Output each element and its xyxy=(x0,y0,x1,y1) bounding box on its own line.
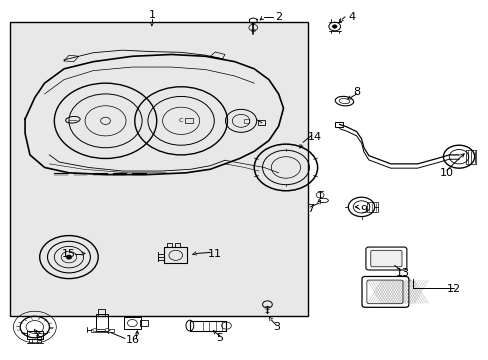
Bar xyxy=(366,202,377,212)
Bar xyxy=(163,247,187,263)
Bar xyxy=(257,120,265,125)
Circle shape xyxy=(93,328,97,331)
Circle shape xyxy=(105,328,109,331)
Text: 11: 11 xyxy=(208,248,222,258)
Text: 12: 12 xyxy=(446,284,460,294)
Bar xyxy=(124,318,141,329)
Bar xyxy=(10,22,307,316)
FancyBboxPatch shape xyxy=(365,247,406,270)
Text: 10: 10 xyxy=(439,168,453,178)
Circle shape xyxy=(331,25,336,28)
Text: 8: 8 xyxy=(352,87,360,97)
Bar xyxy=(140,320,148,326)
Text: C: C xyxy=(179,118,183,123)
Text: 16: 16 xyxy=(125,334,139,345)
Bar xyxy=(91,329,114,332)
Bar xyxy=(184,118,192,123)
Bar xyxy=(98,309,105,316)
Text: 7: 7 xyxy=(306,204,313,214)
Text: 9: 9 xyxy=(360,206,367,216)
Text: 13: 13 xyxy=(395,268,409,278)
FancyBboxPatch shape xyxy=(361,276,408,307)
Text: 6: 6 xyxy=(35,333,42,343)
Text: 1: 1 xyxy=(148,10,155,20)
Bar xyxy=(175,243,180,247)
Bar xyxy=(243,119,248,123)
Bar xyxy=(189,320,226,330)
FancyBboxPatch shape xyxy=(370,250,401,267)
Text: 14: 14 xyxy=(307,132,322,142)
Text: 2: 2 xyxy=(275,12,282,22)
Text: 3: 3 xyxy=(272,322,279,332)
Bar xyxy=(96,314,108,331)
Text: 15: 15 xyxy=(62,248,76,258)
Bar xyxy=(167,243,172,247)
Bar xyxy=(27,331,42,338)
Circle shape xyxy=(66,255,72,259)
Bar xyxy=(334,122,343,127)
Text: 4: 4 xyxy=(347,12,355,22)
Text: 5: 5 xyxy=(216,333,223,343)
